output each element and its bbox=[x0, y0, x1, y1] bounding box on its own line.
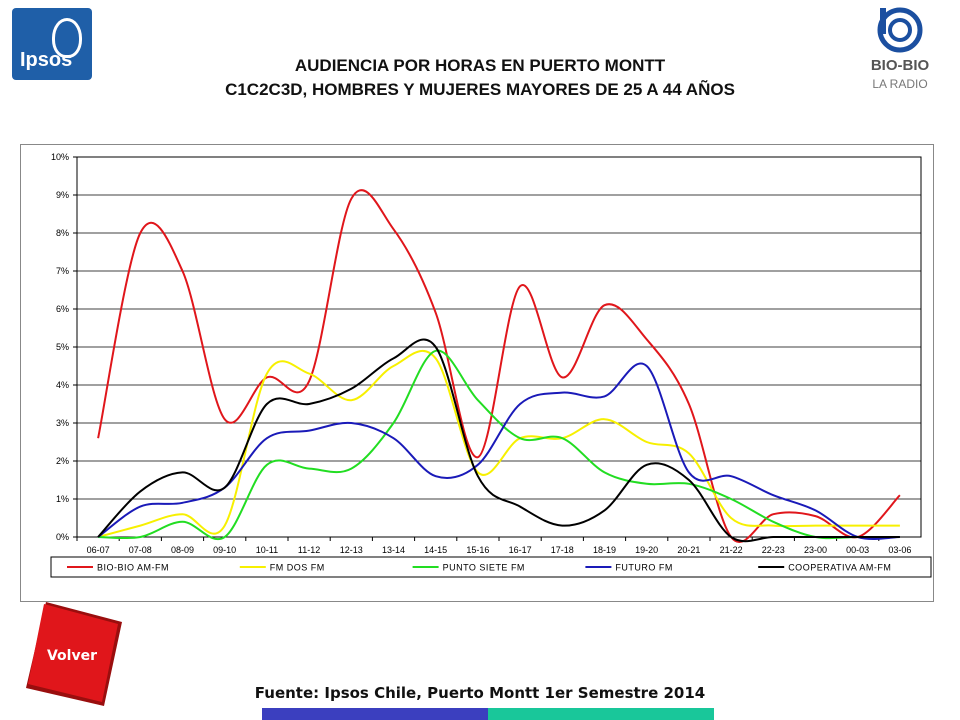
biobio-logo-line2: LA RADIO bbox=[872, 77, 927, 91]
y-tick-label: 6% bbox=[56, 304, 69, 314]
y-tick-label: 2% bbox=[56, 456, 69, 466]
ipsos-logo-text: Ipsos bbox=[20, 49, 73, 71]
y-tick-label: 9% bbox=[56, 190, 69, 200]
x-tick-label: 00-03 bbox=[846, 545, 869, 555]
x-tick-label: 08-09 bbox=[171, 545, 194, 555]
y-tick-label: 3% bbox=[56, 418, 69, 428]
ipsos-face-icon bbox=[52, 18, 82, 58]
series-line bbox=[97, 189, 901, 543]
y-tick-label: 4% bbox=[56, 380, 69, 390]
audience-line-chart: 0% 1% 2% 3% 4% 5% 6% 7% 8% 9% 10% 06-07 07-08 08-09 09… bbox=[50, 152, 932, 578]
y-tick-label: 1% bbox=[56, 494, 69, 504]
ipsos-logo: Ipsos bbox=[12, 8, 92, 80]
x-tick-label: 06-07 bbox=[87, 545, 110, 555]
y-tick-label: 8% bbox=[56, 228, 69, 238]
series-line bbox=[97, 362, 900, 540]
y-tick-label: 5% bbox=[56, 342, 69, 352]
x-tick-label: 12-13 bbox=[340, 545, 363, 555]
x-tick-label: 13-14 bbox=[382, 545, 405, 555]
x-tick-label: 07-08 bbox=[129, 545, 152, 555]
biobio-logo-line1: BIO-BIO bbox=[871, 57, 930, 74]
x-tick-label: 15-16 bbox=[466, 545, 489, 555]
x-tick-label: 11-12 bbox=[298, 545, 320, 555]
x-tick-label: 09-10 bbox=[213, 545, 236, 555]
x-tick-label: 23-00 bbox=[804, 545, 827, 555]
x-tick-label: 14-15 bbox=[424, 545, 447, 555]
footer-bar-blue bbox=[262, 708, 488, 720]
legend-label: FUTURO FM bbox=[615, 563, 673, 573]
volver-label: Volver bbox=[47, 648, 97, 664]
legend-box bbox=[50, 556, 932, 578]
footer-bar-teal bbox=[488, 708, 714, 720]
biobio-logo: BIO-BIO LA RADIO bbox=[871, 7, 930, 91]
y-tick-label: 7% bbox=[56, 266, 69, 276]
chart-frame: 0% 1% 2% 3% 4% 5% 6% 7% 8% 9% 10% 06-07 07-08 08-09 09… bbox=[20, 144, 934, 602]
x-tick-label: 20-21 bbox=[677, 545, 700, 555]
y-tick-label: 0% bbox=[56, 532, 69, 542]
chart-title-line2: C1C2C3D, HOMBRES Y MUJERES MAYORES DE 25… bbox=[225, 80, 735, 99]
x-tick-label: 17-18 bbox=[551, 545, 574, 555]
legend-label: FM DOS FM bbox=[270, 563, 325, 573]
x-tick-label: 18-19 bbox=[593, 545, 616, 555]
source-footnote: Fuente: Ipsos Chile, Puerto Montt 1er Se… bbox=[254, 684, 706, 702]
x-tick-label: 21-22 bbox=[720, 545, 743, 555]
series-line bbox=[97, 338, 900, 543]
x-tick-label: 22-23 bbox=[762, 545, 785, 555]
x-tick-label: 16-17 bbox=[509, 545, 532, 555]
legend-label: PUNTO SIETE FM bbox=[443, 563, 525, 573]
volver-button[interactable]: Volver bbox=[26, 602, 122, 706]
legend-label: BIO-BIO AM-FM bbox=[97, 563, 169, 573]
y-tick-label: 10% bbox=[51, 152, 69, 162]
x-tick-label: 19-20 bbox=[635, 545, 658, 555]
series-line bbox=[98, 349, 900, 541]
x-tick-label: 03-06 bbox=[888, 545, 911, 555]
chart-title-line1: AUDIENCIA POR HORAS EN PUERTO MONTT bbox=[294, 56, 666, 75]
legend-label: COOPERATIVA AM-FM bbox=[788, 563, 891, 573]
x-tick-label: 10-11 bbox=[256, 545, 278, 555]
series-line bbox=[97, 350, 900, 538]
